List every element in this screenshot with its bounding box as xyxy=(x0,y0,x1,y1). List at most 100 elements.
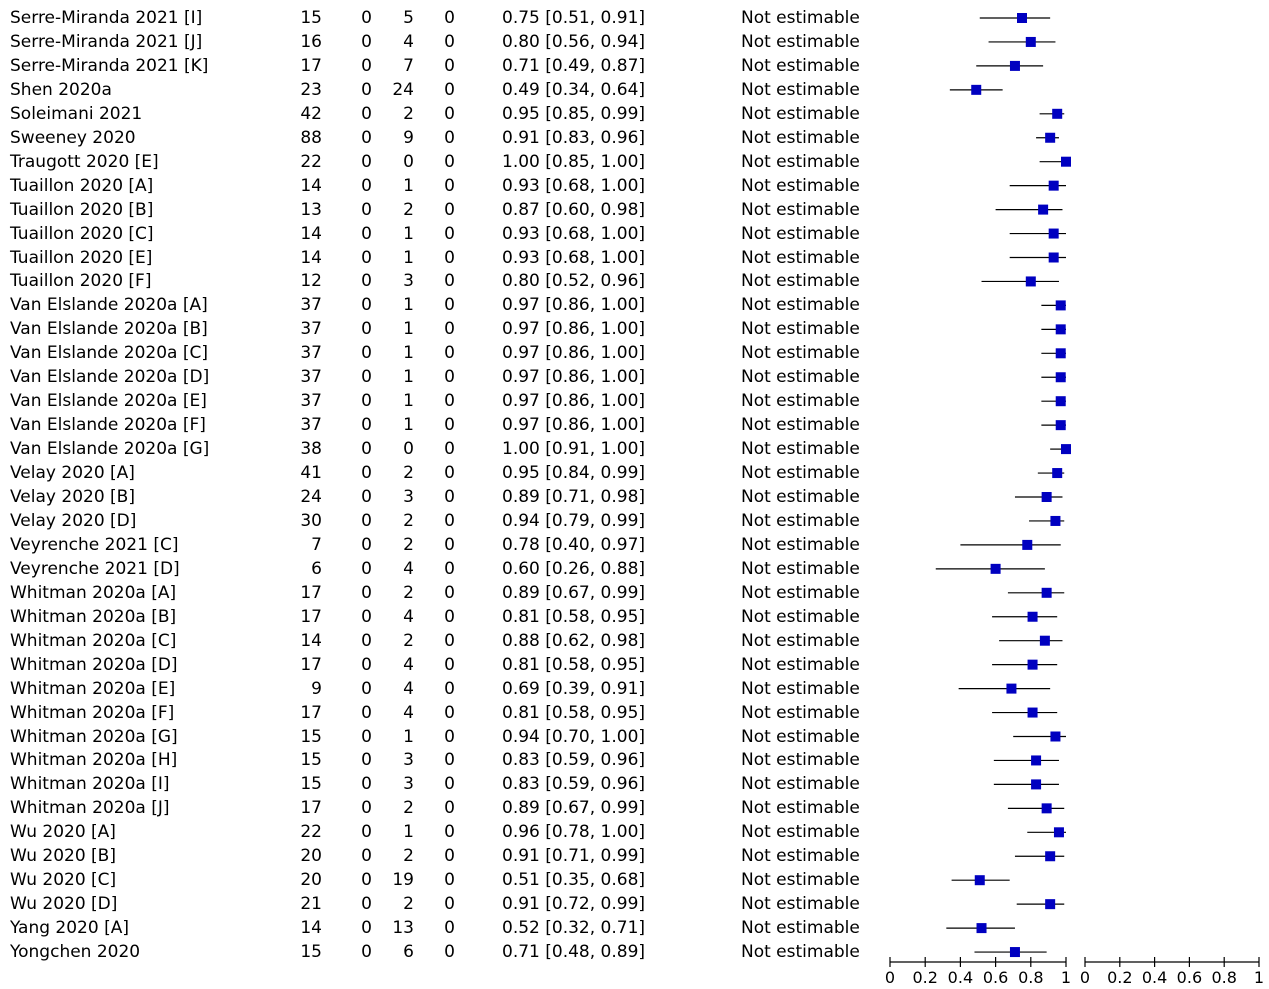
study-name: Whitman 2020a [J] xyxy=(10,798,170,819)
specificity-ci: Not estimable xyxy=(741,774,860,795)
study-name: Wu 2020 [C] xyxy=(10,870,117,891)
fn-value: 2 xyxy=(403,582,414,603)
fn-value: 2 xyxy=(403,846,414,867)
sensitivity-ci: 0.93 [0.68, 1.00] xyxy=(502,175,646,196)
table-row: Tuaillon 2020 [C] 14 0 1 0 0.93 [0.68, 1.00] N… xyxy=(0,223,1269,247)
fp-value: 0 xyxy=(361,127,372,148)
fn-value: 2 xyxy=(403,510,414,531)
tn-value: 0 xyxy=(444,630,455,651)
tp-value: 41 xyxy=(300,463,322,484)
study-name: Velay 2020 [A] xyxy=(10,463,135,484)
point-estimate xyxy=(1041,587,1052,598)
specificity-ci: Not estimable xyxy=(741,319,860,340)
point-estimate xyxy=(990,563,1001,574)
sensitivity-ci: 0.69 [0.39, 0.91] xyxy=(502,678,646,699)
tn-value: 0 xyxy=(444,534,455,555)
fn-value: 19 xyxy=(392,870,414,891)
study-name: Van Elslande 2020a [G] xyxy=(10,439,210,460)
tn-value: 0 xyxy=(444,391,455,412)
forest-marker-group xyxy=(992,659,1058,670)
sensitivity-ci: 0.91 [0.72, 0.99] xyxy=(502,894,646,915)
table-row: Whitman 2020a [D] 17 0 4 0 0.81 [0.58, 0.95] N… xyxy=(0,654,1269,678)
tp-value: 7 xyxy=(311,534,322,555)
tp-value: 23 xyxy=(300,79,322,100)
fp-value: 0 xyxy=(361,606,372,627)
fp-value: 0 xyxy=(361,918,372,939)
study-name: Van Elslande 2020a [E] xyxy=(10,391,207,412)
table-row: Whitman 2020a [F] 17 0 4 0 0.81 [0.58, 0.95] N… xyxy=(0,702,1269,726)
table-row: Wu 2020 [C] 20 0 19 0 0.51 [0.35, 0.68] Not es… xyxy=(0,869,1269,893)
forest-marker-group xyxy=(992,707,1058,718)
table-row: Van Elslande 2020a [B] 37 0 1 0 0.97 [0.86, 1… xyxy=(0,318,1269,342)
specificity-ci: Not estimable xyxy=(741,8,860,28)
forest-marker-group xyxy=(949,84,1003,95)
sensitivity-ci: 0.94 [0.70, 1.00] xyxy=(502,726,646,747)
fn-value: 1 xyxy=(403,343,414,364)
fp-value: 0 xyxy=(361,894,372,915)
fn-value: 3 xyxy=(403,750,414,771)
point-estimate xyxy=(1027,707,1038,718)
tn-value: 0 xyxy=(444,127,455,148)
tp-value: 88 xyxy=(300,127,322,148)
table-row: Whitman 2020a [G] 15 0 1 0 0.94 [0.70, 1.00] N… xyxy=(0,726,1269,750)
table-row: Whitman 2020a [A] 17 0 2 0 0.89 [0.67, 0.99] N… xyxy=(0,582,1269,606)
point-estimate xyxy=(1050,731,1061,742)
fp-value: 0 xyxy=(361,822,372,843)
specificity-ci: Not estimable xyxy=(741,726,860,747)
fp-value: 0 xyxy=(361,582,372,603)
sensitivity-ci: 0.60 [0.26, 0.88] xyxy=(502,558,646,579)
table-row: Velay 2020 [A] 41 0 2 0 0.95 [0.84, 0.99] Not … xyxy=(0,462,1269,486)
fp-value: 0 xyxy=(361,415,372,436)
tp-value: 30 xyxy=(300,510,322,531)
sensitivity-ci: 0.93 [0.68, 1.00] xyxy=(502,247,646,268)
table-row: Van Elslande 2020a [C] 37 0 1 0 0.97 [0.86, 1… xyxy=(0,342,1269,366)
sensitivity-ci: 0.81 [0.58, 0.95] xyxy=(502,606,646,627)
tn-value: 0 xyxy=(444,942,455,963)
tp-value: 38 xyxy=(300,439,322,460)
study-name: Van Elslande 2020a [C] xyxy=(10,343,209,364)
sensitivity-ci: 0.71 [0.49, 0.87] xyxy=(502,55,646,76)
point-estimate xyxy=(1061,444,1071,455)
fp-value: 0 xyxy=(361,846,372,867)
table-row: Van Elslande 2020a [A] 37 0 1 0 0.97 [0.86, 1… xyxy=(0,294,1269,318)
tn-value: 0 xyxy=(444,343,455,364)
forest-marker-group xyxy=(1041,420,1066,431)
tn-value: 0 xyxy=(444,271,455,292)
study-name: Wu 2020 [B] xyxy=(10,846,116,867)
fn-value: 1 xyxy=(403,415,414,436)
sensitivity-ci: 0.91 [0.83, 0.96] xyxy=(502,127,646,148)
tp-value: 15 xyxy=(300,726,322,747)
specificity-ci: Not estimable xyxy=(741,31,860,52)
point-estimate xyxy=(1039,635,1050,646)
fn-value: 3 xyxy=(403,487,414,507)
specificity-axis: 0 0.2 0.4 0.6 0.8 1 xyxy=(1080,957,1264,987)
sensitivity-ci: 0.80 [0.56, 0.94] xyxy=(502,31,646,52)
forest-marker-group xyxy=(1039,108,1065,119)
sensitivity-ci: 0.51 [0.35, 0.68] xyxy=(502,870,646,891)
sensitivity-ci: 0.97 [0.86, 1.00] xyxy=(502,319,646,340)
tp-value: 17 xyxy=(300,606,322,627)
point-estimate xyxy=(1006,683,1017,694)
sensitivity-ci: 0.95 [0.84, 0.99] xyxy=(502,463,646,484)
fp-value: 0 xyxy=(361,702,372,723)
fp-value: 0 xyxy=(361,367,372,388)
tn-value: 0 xyxy=(444,487,455,507)
tp-value: 17 xyxy=(300,702,322,723)
sensitivity-ci: 0.49 [0.34, 0.64] xyxy=(502,79,646,100)
fn-value: 0 xyxy=(403,151,414,172)
fp-value: 0 xyxy=(361,391,372,412)
specificity-ci: Not estimable xyxy=(741,534,860,555)
specificity-ci: Not estimable xyxy=(741,582,860,603)
specificity-ci: Not estimable xyxy=(741,151,860,172)
fn-value: 4 xyxy=(403,678,414,699)
fn-value: 2 xyxy=(403,534,414,555)
tick-label: 1 xyxy=(1254,968,1264,987)
point-estimate xyxy=(1031,779,1042,790)
point-estimate xyxy=(1027,611,1038,622)
fp-value: 0 xyxy=(361,870,372,891)
fn-value: 2 xyxy=(403,630,414,651)
forest-marker-group xyxy=(1036,132,1059,143)
fn-value: 13 xyxy=(392,918,414,939)
fp-value: 0 xyxy=(361,678,372,699)
table-row: Shen 2020a 23 0 24 0 0.49 [0.34, 0.64] Not est… xyxy=(0,79,1269,103)
